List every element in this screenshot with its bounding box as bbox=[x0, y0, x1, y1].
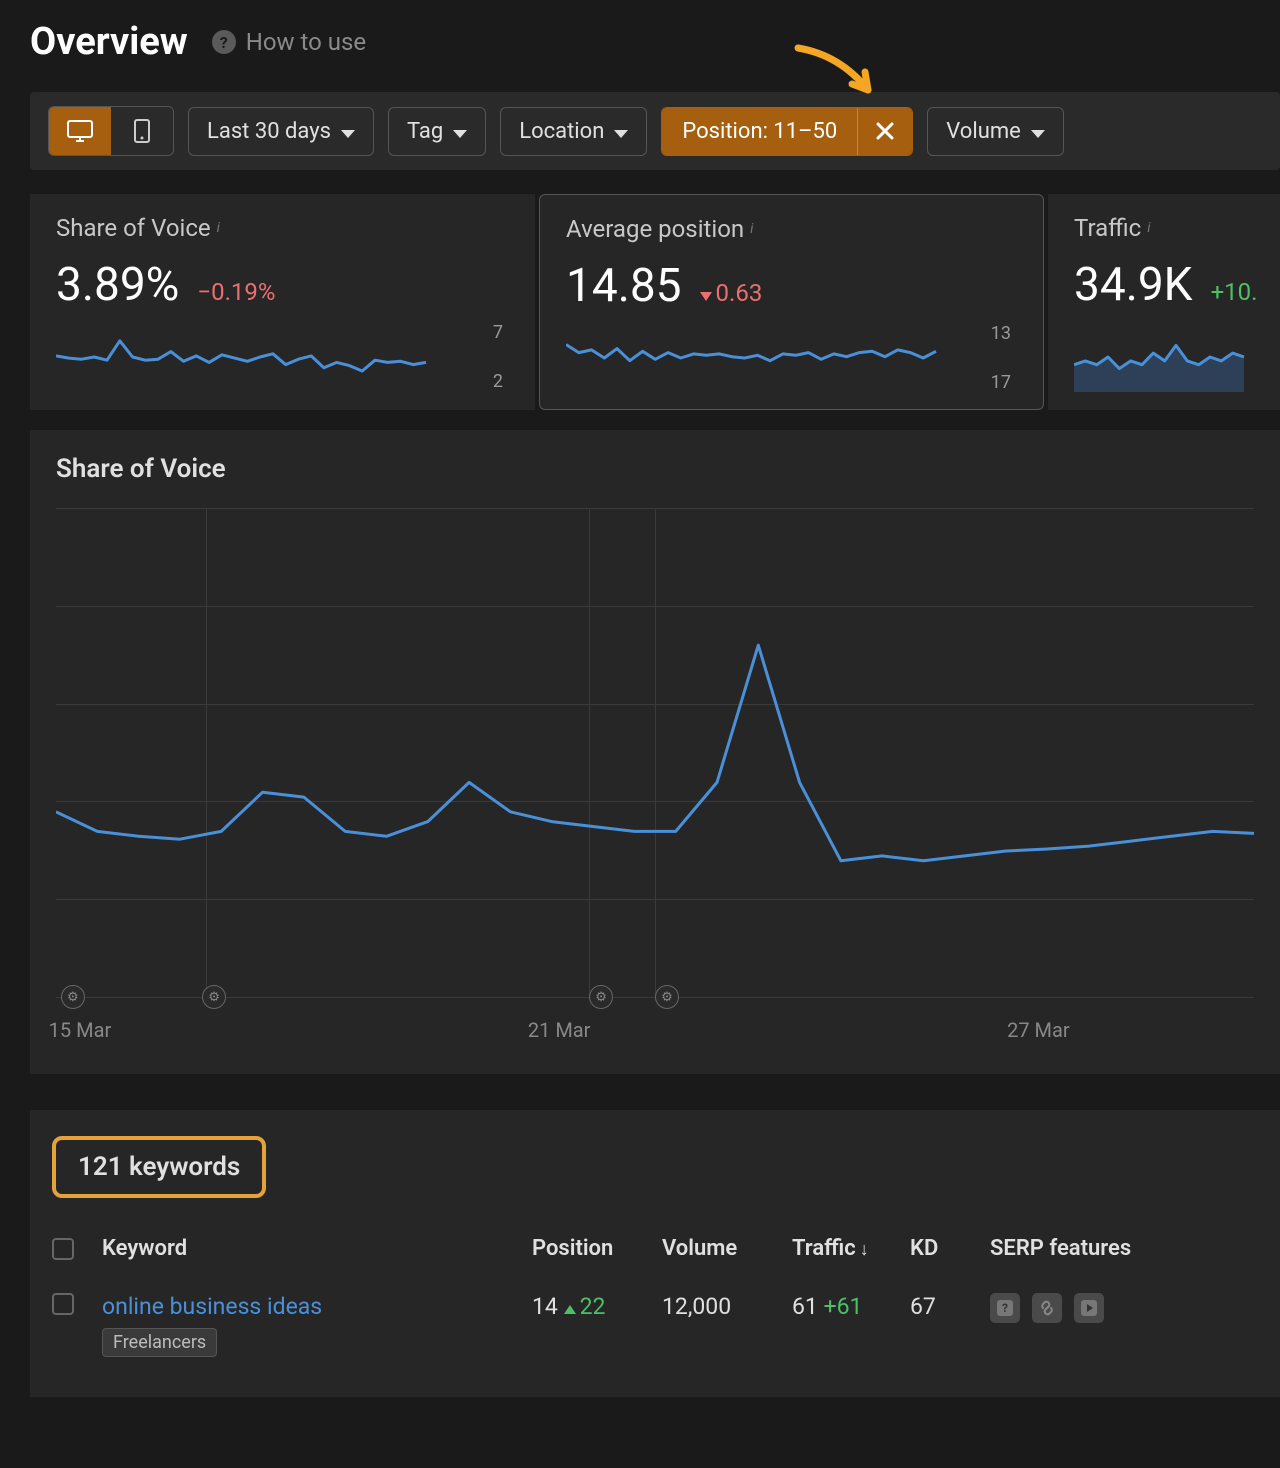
keywords-section: 121 keywords Keyword Position Volume Tra… bbox=[30, 1110, 1280, 1397]
table-row: online business ideas Freelancers 14 22 … bbox=[52, 1279, 1258, 1371]
svg-text:?: ? bbox=[1002, 1301, 1008, 1315]
table-header: Keyword Position Volume Traffic↓ KD SERP… bbox=[52, 1228, 1258, 1279]
metric-title-text: Traffic bbox=[1074, 214, 1141, 242]
metric-value: 14.85 bbox=[566, 259, 682, 313]
x-axis-label: 27 Mar bbox=[1007, 1018, 1070, 1042]
chevron-down-icon bbox=[341, 119, 355, 144]
desktop-icon bbox=[66, 119, 94, 143]
metric-card-traffic[interactable]: Traffic i 34.9K +10. bbox=[1048, 194, 1280, 410]
desktop-device-button[interactable] bbox=[49, 107, 111, 155]
how-to-use-link[interactable]: ? How to use bbox=[212, 28, 366, 56]
volume-filter[interactable]: Volume bbox=[927, 107, 1064, 156]
gear-marker-icon[interactable]: ⚙ bbox=[61, 985, 85, 1009]
page-title: Overview bbox=[30, 20, 188, 64]
col-header-kd[interactable]: KD bbox=[910, 1236, 990, 1261]
metric-card-sov[interactable]: Share of Voice i 3.89% −0.19% 7 2 bbox=[30, 194, 535, 410]
metric-title-text: Average position bbox=[566, 215, 744, 243]
info-icon[interactable]: i bbox=[1147, 220, 1150, 236]
cell-volume: 12,000 bbox=[662, 1293, 792, 1320]
spark-y-top: 7 bbox=[493, 322, 503, 343]
page-header: Overview ? How to use bbox=[30, 20, 1280, 64]
annotation-arrow-icon bbox=[790, 40, 890, 110]
col-header-keyword[interactable]: Keyword bbox=[102, 1236, 532, 1261]
position-filter-label[interactable]: Position: 11–50 bbox=[662, 108, 857, 155]
cell-kd: 67 bbox=[910, 1293, 990, 1320]
cell-traffic: 61 +61 bbox=[792, 1293, 910, 1320]
metric-delta: −0.19% bbox=[197, 278, 275, 306]
metric-value: 3.89% bbox=[56, 258, 179, 312]
link-serp-icon[interactable] bbox=[1032, 1293, 1062, 1323]
metric-title: Share of Voice i bbox=[56, 214, 509, 242]
sov-chart-section: Share of Voice ⚙⚙⚙⚙ 15 Mar21 Mar27 Mar bbox=[30, 430, 1280, 1074]
keyword-link[interactable]: online business ideas bbox=[102, 1293, 532, 1320]
sparkline: 7 2 bbox=[56, 322, 509, 392]
chevron-down-icon bbox=[1031, 119, 1045, 144]
col-header-traffic[interactable]: Traffic↓ bbox=[792, 1236, 910, 1261]
triangle-up-icon bbox=[564, 1293, 580, 1320]
spark-y-bot: 17 bbox=[991, 372, 1011, 393]
help-icon: ? bbox=[212, 30, 236, 54]
metric-value-row: 3.89% −0.19% bbox=[56, 258, 509, 312]
metric-title-text: Share of Voice bbox=[56, 214, 211, 242]
info-icon[interactable]: i bbox=[217, 220, 220, 236]
keyword-count-badge: 121 keywords bbox=[52, 1136, 266, 1198]
spark-y-bot: 2 bbox=[493, 371, 503, 392]
metric-delta: 0.63 bbox=[700, 279, 763, 307]
sov-x-axis: 15 Mar21 Mar27 Mar bbox=[56, 1018, 1254, 1052]
sov-chart-title: Share of Voice bbox=[56, 454, 1254, 484]
metrics-row: Share of Voice i 3.89% −0.19% 7 2 Averag… bbox=[30, 194, 1280, 410]
cell-position: 14 22 bbox=[532, 1293, 662, 1320]
date-range-filter[interactable]: Last 30 days bbox=[188, 107, 374, 156]
close-icon bbox=[876, 122, 894, 140]
chevron-down-icon bbox=[614, 119, 628, 144]
gear-marker-icon[interactable]: ⚙ bbox=[202, 985, 226, 1009]
metric-value-row: 14.85 0.63 bbox=[566, 259, 1017, 313]
location-filter-label: Location bbox=[519, 119, 604, 144]
how-to-label: How to use bbox=[246, 28, 366, 56]
metric-value: 34.9K bbox=[1074, 258, 1193, 312]
serp-features: ? bbox=[990, 1293, 1258, 1323]
row-checkbox[interactable] bbox=[52, 1293, 74, 1315]
metric-card-avg-position[interactable]: Average position i 14.85 0.63 13 17 bbox=[539, 194, 1044, 410]
location-filter[interactable]: Location bbox=[500, 107, 647, 156]
sparkline bbox=[1074, 322, 1280, 392]
mobile-device-button[interactable] bbox=[111, 107, 173, 155]
metric-title: Traffic i bbox=[1074, 214, 1280, 242]
col-header-position[interactable]: Position bbox=[532, 1236, 662, 1261]
faq-serp-icon[interactable]: ? bbox=[990, 1293, 1020, 1323]
x-axis-label: 21 Mar bbox=[528, 1018, 591, 1042]
metric-title: Average position i bbox=[566, 215, 1017, 243]
keywords-table: Keyword Position Volume Traffic↓ KD SERP… bbox=[52, 1228, 1258, 1371]
tag-filter[interactable]: Tag bbox=[388, 107, 486, 156]
chevron-down-icon bbox=[453, 119, 467, 144]
sparkline: 13 17 bbox=[566, 323, 1017, 393]
select-all-checkbox[interactable] bbox=[52, 1238, 74, 1260]
col-header-serp[interactable]: SERP features bbox=[990, 1236, 1258, 1261]
sort-desc-icon: ↓ bbox=[860, 1239, 869, 1260]
gear-marker-icon[interactable]: ⚙ bbox=[655, 985, 679, 1009]
col-header-volume[interactable]: Volume bbox=[662, 1236, 792, 1261]
triangle-down-icon bbox=[700, 279, 716, 307]
metric-value-row: 34.9K +10. bbox=[1074, 258, 1280, 312]
gear-marker-icon[interactable]: ⚙ bbox=[589, 985, 613, 1009]
tag-filter-label: Tag bbox=[407, 119, 443, 144]
mobile-icon bbox=[133, 118, 151, 144]
device-toggle bbox=[48, 106, 174, 156]
x-axis-label: 15 Mar bbox=[49, 1018, 112, 1042]
sov-chart[interactable]: ⚙⚙⚙⚙ bbox=[56, 508, 1254, 998]
keyword-tag[interactable]: Freelancers bbox=[102, 1328, 217, 1357]
date-range-label: Last 30 days bbox=[207, 119, 331, 144]
volume-filter-label: Volume bbox=[946, 119, 1021, 144]
video-serp-icon[interactable] bbox=[1074, 1293, 1104, 1323]
spark-y-top: 13 bbox=[991, 323, 1011, 344]
info-icon[interactable]: i bbox=[750, 221, 753, 237]
position-filter-chip: Position: 11–50 bbox=[661, 107, 913, 156]
metric-delta: +10. bbox=[1211, 278, 1258, 306]
position-filter-remove[interactable] bbox=[857, 108, 912, 155]
filters-bar: Last 30 days Tag Location Position: 11–5… bbox=[30, 92, 1280, 170]
